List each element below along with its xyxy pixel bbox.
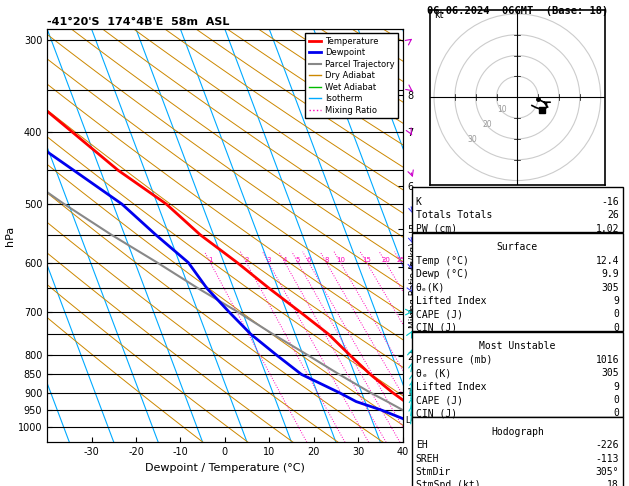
Text: K: K — [416, 197, 421, 207]
Y-axis label: hPa: hPa — [5, 226, 15, 246]
Text: 1016: 1016 — [596, 355, 619, 365]
Text: Hodograph: Hodograph — [491, 427, 544, 437]
Legend: Temperature, Dewpoint, Parcel Trajectory, Dry Adiabat, Wet Adiabat, Isotherm, Mi: Temperature, Dewpoint, Parcel Trajectory… — [306, 34, 398, 118]
Text: Most Unstable: Most Unstable — [479, 341, 555, 351]
Text: 26: 26 — [607, 210, 619, 220]
Text: 305: 305 — [601, 282, 619, 293]
Text: Temp (°C): Temp (°C) — [416, 256, 469, 266]
Y-axis label: km
ASL: km ASL — [416, 226, 438, 245]
Text: -226: -226 — [596, 440, 619, 450]
Text: 30: 30 — [467, 135, 477, 144]
Text: LCL: LCL — [403, 417, 421, 425]
Text: Pressure (mb): Pressure (mb) — [416, 355, 492, 365]
Text: Mixing Ratio (g/kg): Mixing Ratio (g/kg) — [409, 243, 418, 328]
Text: StmSpd (kt): StmSpd (kt) — [416, 480, 481, 486]
Text: 9.9: 9.9 — [601, 269, 619, 279]
Text: CIN (J): CIN (J) — [416, 323, 457, 333]
Text: θₑ (K): θₑ (K) — [416, 368, 451, 378]
Text: 10: 10 — [336, 257, 345, 262]
Text: StmDir: StmDir — [416, 467, 451, 477]
Text: 2: 2 — [244, 257, 248, 262]
Text: Surface: Surface — [497, 242, 538, 252]
Text: -113: -113 — [596, 453, 619, 464]
Text: 6: 6 — [306, 257, 311, 262]
Text: 9: 9 — [613, 382, 619, 392]
Text: 9: 9 — [613, 296, 619, 306]
Text: 4: 4 — [282, 257, 287, 262]
X-axis label: Dewpoint / Temperature (°C): Dewpoint / Temperature (°C) — [145, 463, 305, 473]
Text: CAPE (J): CAPE (J) — [416, 310, 463, 319]
Text: © weatheronline.co.uk: © weatheronline.co.uk — [465, 474, 570, 484]
Text: 18: 18 — [607, 480, 619, 486]
Text: 25: 25 — [397, 257, 405, 262]
Text: kt: kt — [434, 10, 443, 20]
Text: 1.02: 1.02 — [596, 224, 619, 234]
Text: 0: 0 — [613, 310, 619, 319]
Text: 0: 0 — [613, 408, 619, 418]
Text: 06.06.2024  06GMT  (Base: 18): 06.06.2024 06GMT (Base: 18) — [426, 6, 608, 16]
Text: EH: EH — [416, 440, 428, 450]
Text: Dewp (°C): Dewp (°C) — [416, 269, 469, 279]
Text: CAPE (J): CAPE (J) — [416, 395, 463, 405]
Text: θₑ(K): θₑ(K) — [416, 282, 445, 293]
Text: 5: 5 — [296, 257, 300, 262]
Text: 305: 305 — [601, 368, 619, 378]
Text: Totals Totals: Totals Totals — [416, 210, 492, 220]
Text: 1: 1 — [208, 257, 213, 262]
Text: -41°20'S  174°4B'E  58m  ASL: -41°20'S 174°4B'E 58m ASL — [47, 17, 230, 27]
Text: PW (cm): PW (cm) — [416, 224, 457, 234]
Text: 0: 0 — [613, 323, 619, 333]
Text: 12.4: 12.4 — [596, 256, 619, 266]
Text: 8: 8 — [324, 257, 328, 262]
Text: CIN (J): CIN (J) — [416, 408, 457, 418]
Text: 20: 20 — [482, 120, 492, 129]
Text: 20: 20 — [381, 257, 390, 262]
Text: 305°: 305° — [596, 467, 619, 477]
Text: SREH: SREH — [416, 453, 439, 464]
Text: 0: 0 — [613, 395, 619, 405]
Text: 10: 10 — [498, 105, 507, 114]
Text: Lifted Index: Lifted Index — [416, 296, 486, 306]
Text: 15: 15 — [362, 257, 371, 262]
Text: 3: 3 — [266, 257, 271, 262]
Text: Lifted Index: Lifted Index — [416, 382, 486, 392]
Text: -16: -16 — [601, 197, 619, 207]
